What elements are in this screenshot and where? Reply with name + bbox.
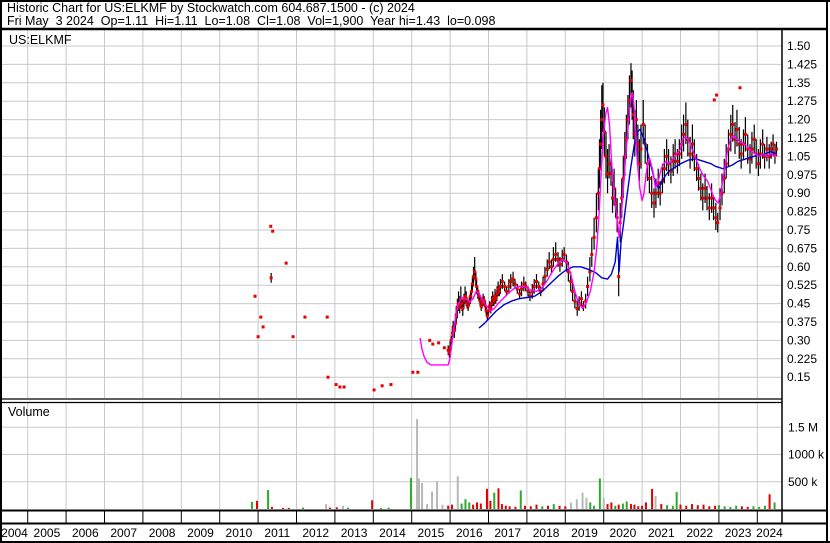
svg-text:2012: 2012 bbox=[302, 526, 329, 540]
svg-text:1.35: 1.35 bbox=[787, 76, 811, 90]
year-axis-labels: 2004 2005 2006 2007 2008 2009 2010 2011 2012 2013… bbox=[1, 526, 783, 540]
price-axis-labels: 1.50 1.425 1.35 1.275 1.20 1.125 1.05 0.975 0.90… bbox=[787, 39, 817, 384]
svg-text:0.975: 0.975 bbox=[787, 168, 817, 182]
svg-text:0.225: 0.225 bbox=[787, 352, 817, 366]
svg-text:1.50: 1.50 bbox=[787, 39, 811, 53]
svg-text:0.30: 0.30 bbox=[787, 333, 811, 347]
svg-text:2019: 2019 bbox=[571, 526, 598, 540]
ma-slow-line bbox=[478, 128, 777, 329]
volume-pane-label: Volume bbox=[8, 405, 50, 419]
volume-axis-labels: 1.5 M 1000 k 500 k bbox=[788, 420, 825, 489]
svg-text:1.125: 1.125 bbox=[787, 131, 817, 145]
svg-text:0.75: 0.75 bbox=[787, 223, 811, 237]
svg-text:1.05: 1.05 bbox=[787, 149, 811, 163]
gridlines bbox=[2, 30, 781, 509]
svg-text:500 k: 500 k bbox=[788, 475, 818, 489]
svg-text:2024: 2024 bbox=[756, 526, 783, 540]
svg-text:2010: 2010 bbox=[226, 526, 253, 540]
svg-text:0.525: 0.525 bbox=[787, 278, 817, 292]
svg-text:2016: 2016 bbox=[456, 526, 483, 540]
svg-text:2007: 2007 bbox=[110, 526, 137, 540]
svg-text:1.425: 1.425 bbox=[787, 57, 817, 71]
svg-text:1.20: 1.20 bbox=[787, 113, 811, 127]
svg-text:2013: 2013 bbox=[341, 526, 368, 540]
price-close-dots bbox=[253, 78, 778, 392]
svg-text:2008: 2008 bbox=[149, 526, 176, 540]
svg-text:1.5 M: 1.5 M bbox=[788, 420, 818, 434]
svg-text:2018: 2018 bbox=[533, 526, 560, 540]
svg-text:2021: 2021 bbox=[648, 526, 675, 540]
svg-text:2006: 2006 bbox=[72, 526, 99, 540]
svg-text:2009: 2009 bbox=[187, 526, 214, 540]
chart-title: Historic Chart for US:ELKMF by Stockwatc… bbox=[7, 1, 415, 15]
svg-text:2020: 2020 bbox=[610, 526, 637, 540]
svg-text:1000 k: 1000 k bbox=[788, 448, 825, 462]
svg-text:2022: 2022 bbox=[686, 526, 713, 540]
svg-text:0.45: 0.45 bbox=[787, 297, 811, 311]
svg-text:2023: 2023 bbox=[725, 526, 752, 540]
svg-text:2014: 2014 bbox=[379, 526, 406, 540]
svg-text:0.60: 0.60 bbox=[787, 260, 811, 274]
symbol-label: US:ELKMF bbox=[9, 33, 72, 47]
svg-text:0.90: 0.90 bbox=[787, 186, 811, 200]
svg-text:2015: 2015 bbox=[418, 526, 445, 540]
svg-text:0.15: 0.15 bbox=[787, 370, 811, 384]
svg-text:2017: 2017 bbox=[494, 526, 521, 540]
volume-bars bbox=[250, 419, 776, 509]
svg-text:0.675: 0.675 bbox=[787, 241, 817, 255]
ma-fast-line bbox=[419, 91, 778, 366]
svg-text:0.825: 0.825 bbox=[787, 205, 817, 219]
price-hilo-bars bbox=[270, 63, 778, 358]
svg-text:2011: 2011 bbox=[264, 526, 290, 540]
svg-text:1.275: 1.275 bbox=[787, 94, 817, 108]
quote-summary-line: Fri May 3 2024 Op=1.11 Hi=1.11 Lo=1.08 C… bbox=[7, 14, 496, 28]
svg-text:0.375: 0.375 bbox=[787, 315, 817, 329]
svg-text:2004: 2004 bbox=[1, 526, 28, 540]
svg-text:2005: 2005 bbox=[34, 526, 61, 540]
